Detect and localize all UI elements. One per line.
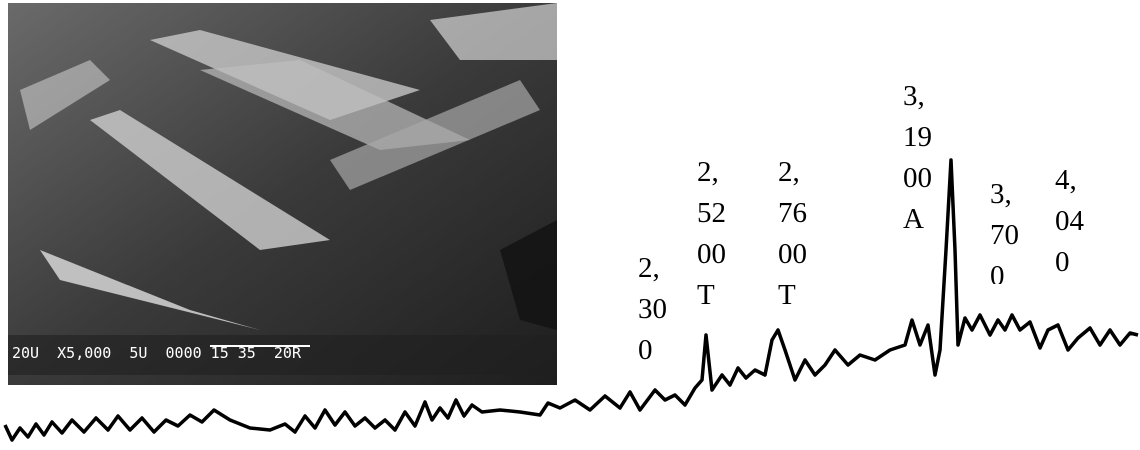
peak-label-line: 30 [638,289,688,330]
peak-label-line: 00 [778,234,828,275]
peak-label-line: 2, [638,248,688,289]
peak-label-line: T [697,275,747,304]
peak-label-line: 52 [697,193,747,234]
peak-label-line: A [903,199,953,240]
peak-label-line: 04 [1055,201,1105,242]
peak-label-line: 3, [903,76,953,117]
peak-label-line: 4, [1055,160,1105,201]
peak-label-line: 0 [638,330,688,362]
figure-graphics [0,0,1140,450]
peak-label-line: 3, [990,174,1040,215]
peak-label-line: 0 [990,256,1040,284]
peak-label-line: 76 [778,193,828,234]
micrograph [8,3,557,385]
peak-label-line: 00 [903,158,953,199]
scale-bar-text: 20U X5,000 5U 0000 15 35 20R [12,344,557,362]
peak-label-line: 19 [903,117,953,158]
peak-label-line: 70 [990,215,1040,256]
peak-label-line: 0 [1055,242,1105,283]
peak-label-line: 2, [697,152,747,193]
peak-label-line: T [778,275,828,304]
peak-label-line: 2, [778,152,828,193]
peak-label-line: 00 [697,234,747,275]
figure: 20U X5,000 5U 0000 15 35 20R 2,300 2,520… [0,0,1140,450]
